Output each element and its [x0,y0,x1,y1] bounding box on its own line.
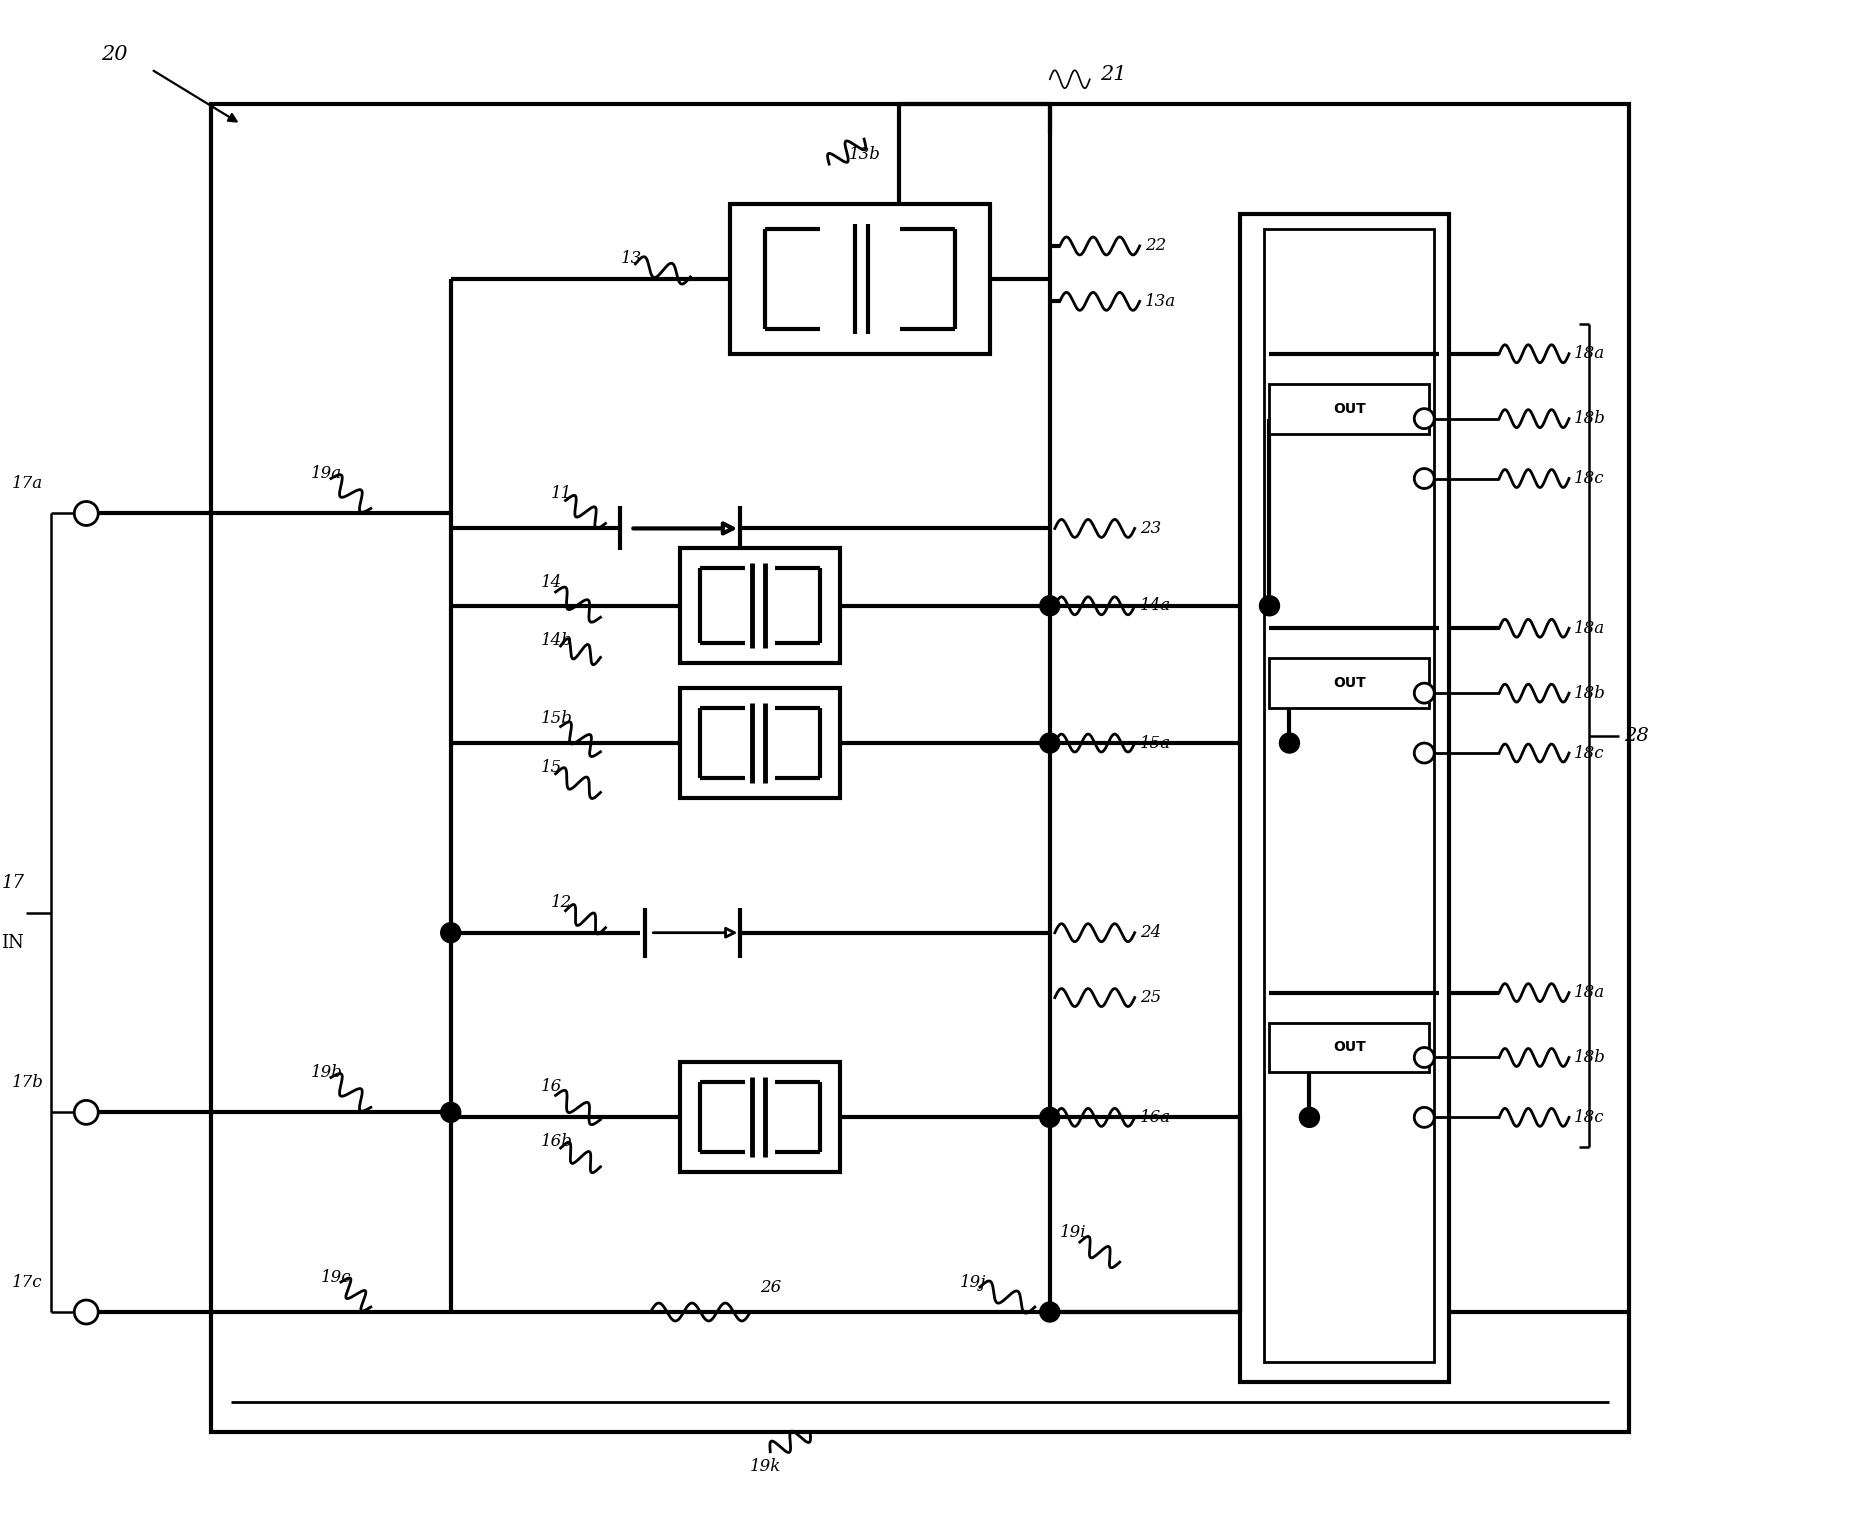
Circle shape [1299,1107,1320,1127]
Bar [1270,658,1430,708]
Text: 11: 11 [550,484,573,501]
Circle shape [1039,733,1060,753]
Circle shape [1415,1047,1435,1067]
Circle shape [1039,596,1060,616]
Text: 18a: 18a [1575,619,1604,636]
Circle shape [1415,684,1435,704]
Text: 17a: 17a [11,475,43,492]
Text: 12: 12 [550,894,573,911]
Bar [680,120,1054,369]
Text: 16a: 16a [1140,1108,1171,1125]
Text: 18b: 18b [1575,1049,1606,1065]
Text: 19j: 19j [959,1274,987,1291]
Text: 16b: 16b [541,1133,573,1150]
Text: 23: 23 [1140,520,1160,537]
Text: 14: 14 [541,575,561,592]
Text: 18b: 18b [1575,411,1606,428]
Text: 18c: 18c [1575,1108,1604,1125]
Text: 17c: 17c [11,1274,43,1291]
Circle shape [74,501,99,526]
Circle shape [1260,596,1279,616]
Text: 19c: 19c [322,1269,351,1286]
Circle shape [441,923,461,943]
Bar [1240,215,1450,1381]
Bar [680,1062,840,1173]
Text: 18a: 18a [1575,984,1604,1001]
Text: 18a: 18a [1575,345,1604,362]
Circle shape [1415,1107,1435,1127]
Text: 14b: 14b [541,632,573,648]
Text: 21: 21 [1101,64,1127,84]
Text: 15b: 15b [541,710,573,727]
Text: 22: 22 [1145,238,1166,254]
Bar [1270,1023,1430,1073]
Text: 19a: 19a [310,464,342,481]
Circle shape [1415,469,1435,489]
Circle shape [1415,744,1435,763]
Circle shape [74,1101,99,1124]
Text: 13b: 13b [850,146,881,162]
Text: IN: IN [2,934,24,952]
Bar [651,1042,1054,1193]
Text: 18b: 18b [1575,685,1606,702]
Bar [680,549,840,664]
Circle shape [1279,733,1299,753]
Text: OUT: OUT [1333,1041,1366,1055]
Text: 14a: 14a [1140,598,1171,615]
Bar [621,489,1060,1367]
Bar [651,529,1054,819]
Text: 28: 28 [1625,727,1649,745]
Bar [731,204,989,354]
Text: 18c: 18c [1575,745,1604,762]
Text: 20: 20 [100,44,128,64]
Text: 19k: 19k [751,1458,781,1475]
Text: 13a: 13a [1145,293,1175,310]
Text: 26: 26 [760,1279,781,1295]
Circle shape [1039,1107,1060,1127]
Circle shape [74,1300,99,1325]
Text: 25: 25 [1140,989,1160,1006]
Text: OUT: OUT [1333,676,1366,690]
Circle shape [441,1102,461,1122]
Text: 24: 24 [1140,924,1160,941]
Text: 17: 17 [2,874,24,892]
Text: 17b: 17b [11,1075,43,1091]
Circle shape [1415,409,1435,429]
Text: 13: 13 [621,250,641,267]
Text: 19i: 19i [1060,1223,1086,1240]
Text: 16: 16 [541,1078,561,1095]
Bar [1270,383,1430,434]
Bar [212,104,1628,1432]
Text: 19b: 19b [310,1064,342,1081]
Circle shape [1039,1302,1060,1321]
Text: 18c: 18c [1575,471,1604,487]
Bar [680,688,840,799]
Bar [1264,228,1435,1361]
Text: 15a: 15a [1140,734,1171,751]
Text: 15: 15 [541,759,561,776]
Text: OUT: OUT [1333,402,1366,415]
Bar [630,878,1054,983]
